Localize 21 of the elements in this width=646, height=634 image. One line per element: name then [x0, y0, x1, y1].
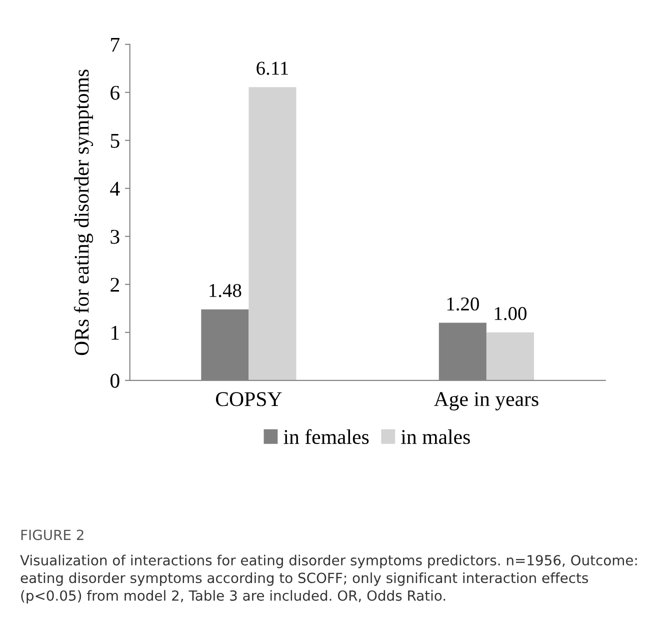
y-tick-label: 3 [110, 230, 120, 244]
legend-label: in females [284, 429, 369, 444]
y-tick-label: 5 [110, 134, 120, 148]
data-label: 1.20 [447, 297, 479, 311]
caption: FIGURE 2 [21, 530, 84, 540]
data-label: 1.48 [210, 284, 242, 298]
y-tick-label: 7 [111, 38, 120, 52]
data-label: 6.11 [256, 62, 288, 75]
y-tick-label: 4 [110, 182, 120, 196]
legend-label: in males [401, 429, 470, 444]
y-axis-title: ORs for eating disorder symptoms [74, 70, 94, 356]
y-tick-label: 6 [110, 86, 120, 100]
y-tick-label: 2 [110, 278, 119, 292]
bar [248, 87, 296, 380]
y-tick-label: 0 [110, 374, 120, 388]
text: Visualization of interactions for eating disorder symptoms predictors. n=1956, Outcome: eating disorder symptoms according to SCOFF; only significant interaction effects (p<0.05) from model 2, Table 3 are included. OR, Odds Ratio. [20, 554, 637, 604]
x-tick-label: COPSY [216, 392, 282, 406]
bar [486, 332, 534, 380]
y-tick-label: 1 [112, 326, 119, 340]
data-label: 1.00 [494, 306, 526, 320]
x-tick-label: Age in years [434, 392, 538, 410]
